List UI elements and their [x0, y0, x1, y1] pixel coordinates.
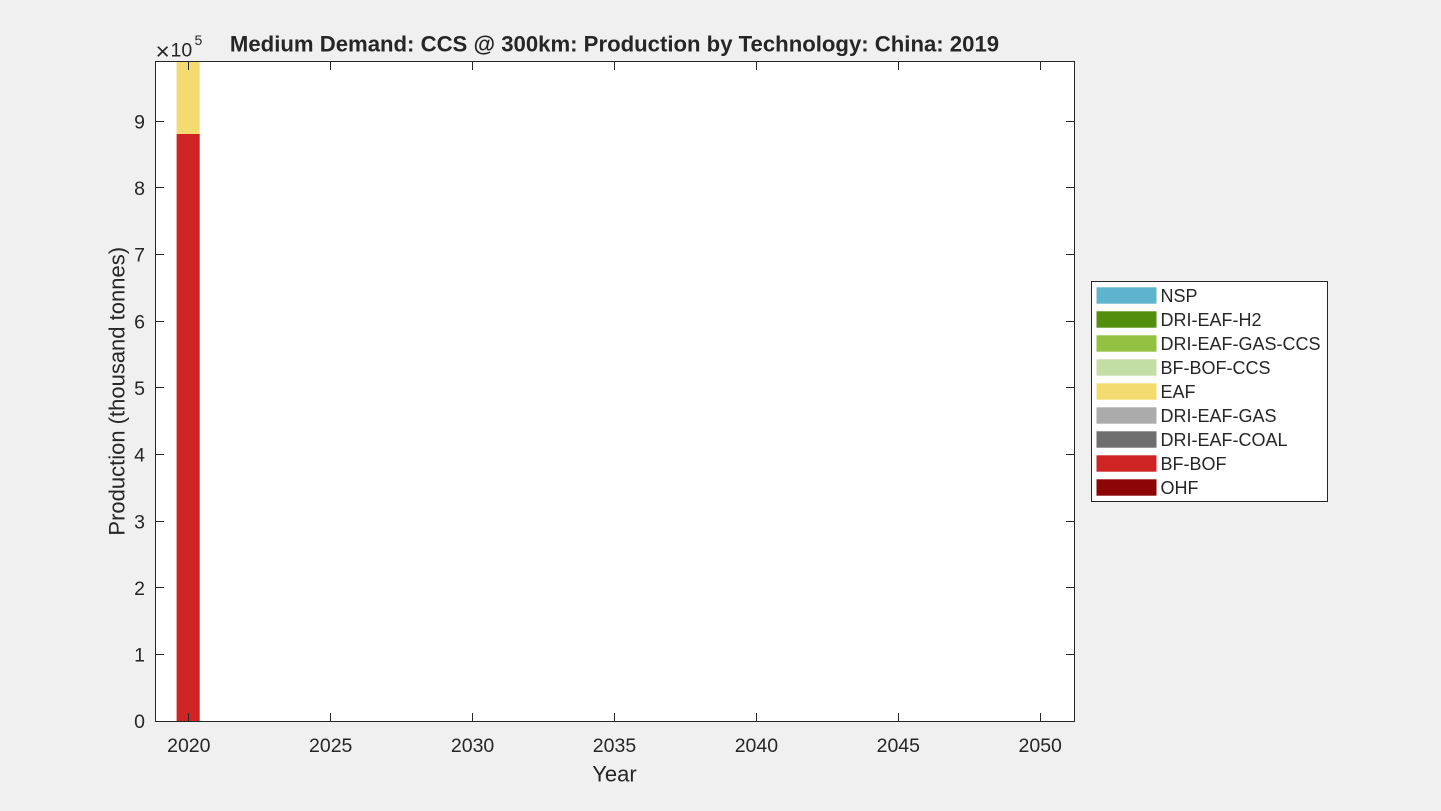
svg-text:2040: 2040 [735, 735, 779, 757]
svg-text:DRI-EAF-COAL: DRI-EAF-COAL [1161, 430, 1288, 450]
svg-text:OHF: OHF [1161, 478, 1199, 498]
svg-text:Medium Demand: CCS @ 300km: Pr: Medium Demand: CCS @ 300km: Production b… [230, 32, 999, 57]
svg-text:NSP: NSP [1161, 286, 1198, 306]
svg-text:BF-BOF-CCS: BF-BOF-CCS [1161, 358, 1271, 378]
svg-text:5: 5 [134, 378, 145, 400]
svg-text:BF-BOF: BF-BOF [1161, 454, 1227, 474]
svg-text:EAF: EAF [1161, 382, 1196, 402]
svg-text:Production (thousand tonnes): Production (thousand tonnes) [105, 247, 130, 536]
svg-text:9: 9 [134, 111, 145, 133]
svg-text:4: 4 [134, 445, 145, 467]
svg-text:2050: 2050 [1019, 735, 1063, 757]
svg-text:2: 2 [134, 578, 145, 600]
svg-text:1: 1 [134, 645, 145, 667]
svg-text:DRI-EAF-GAS: DRI-EAF-GAS [1161, 406, 1277, 426]
svg-text:0: 0 [134, 711, 145, 733]
svg-text:2045: 2045 [877, 735, 921, 757]
svg-text:DRI-EAF-H2: DRI-EAF-H2 [1161, 310, 1262, 330]
svg-text:8: 8 [134, 178, 145, 200]
svg-text:DRI-EAF-GAS-CCS: DRI-EAF-GAS-CCS [1161, 334, 1321, 354]
svg-text:7: 7 [134, 245, 145, 267]
svg-text:2035: 2035 [593, 735, 637, 757]
svg-text:2020: 2020 [167, 735, 211, 757]
svg-text:3: 3 [134, 511, 145, 533]
svg-text:2025: 2025 [309, 735, 353, 757]
svg-text:10: 10 [171, 39, 193, 61]
svg-text:5: 5 [195, 32, 203, 48]
svg-text:Year: Year [592, 761, 636, 786]
svg-text:×: × [156, 39, 170, 66]
svg-text:6: 6 [134, 311, 145, 333]
svg-text:2030: 2030 [451, 735, 495, 757]
